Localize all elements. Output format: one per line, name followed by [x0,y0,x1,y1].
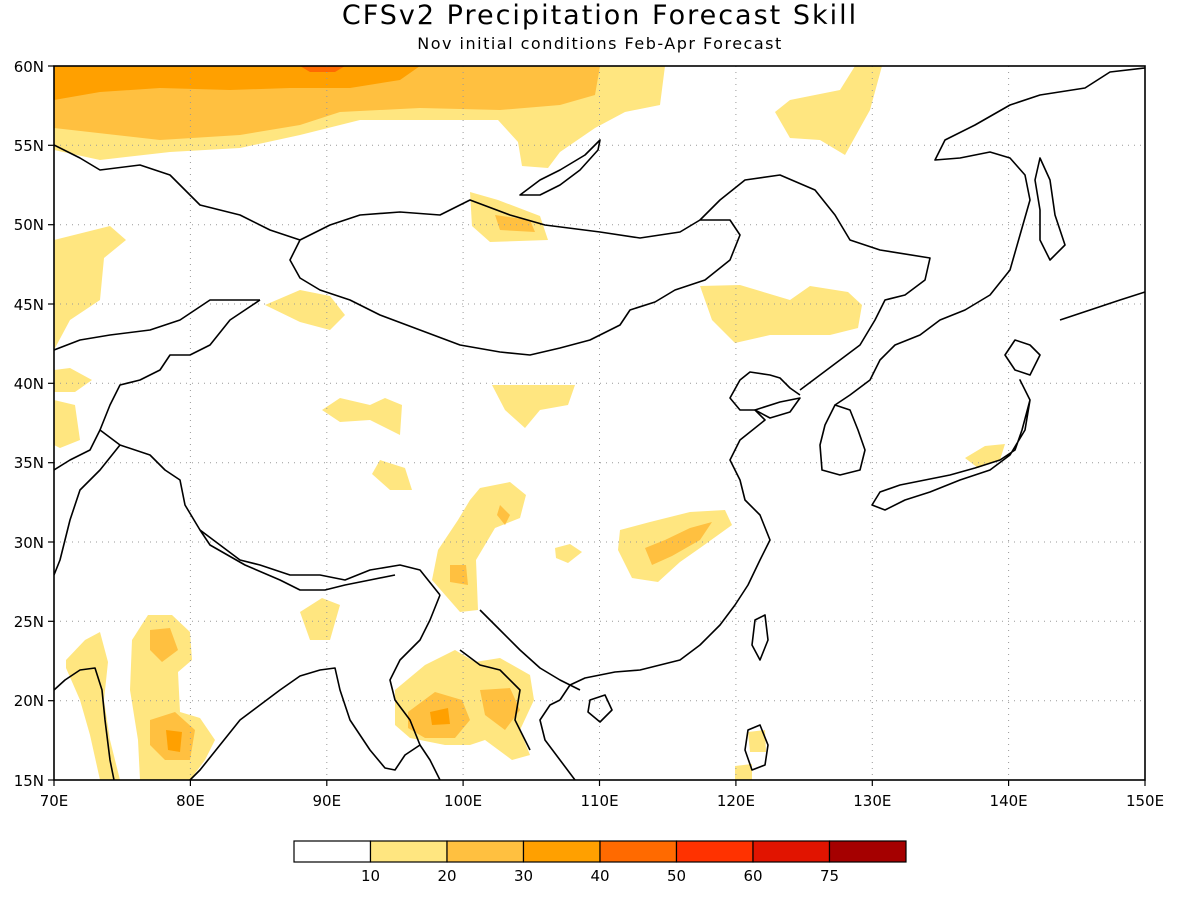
coast-korea [819,404,866,476]
skill-region-assam [300,598,340,640]
legend-label: 75 [820,867,839,885]
lat-label: 50N [14,216,44,234]
coast-japan [871,339,1041,511]
border-myanmar [389,594,441,746]
lat-label: 20N [14,692,44,710]
coast-india-west [54,667,115,780]
legend-swatch-2 [446,840,525,863]
lat-label: 55N [14,137,44,155]
border-china-mongolia [289,199,741,356]
lon-label: 100E [444,792,482,810]
lon-label: 110E [580,792,618,810]
skill-region-central-a [322,398,402,435]
border-kazakh-south [54,299,260,351]
skill-region-central-b [492,385,575,428]
skill-region-india-central-core [150,628,195,760]
legend-swatch-1 [369,840,448,863]
coast-northeast-asia [834,67,1145,406]
skill-region-india-peak [166,730,182,752]
coastlines [54,67,1145,780]
lat-label: 40N [14,375,44,393]
coast-shandong [754,397,801,419]
lat-labels: 60N 55N 50N 45N 40N 35N 30N 25N 20N 15N [14,58,44,790]
legend-swatch-5 [675,840,754,863]
legend-swatch-0 [293,840,372,863]
skill-region-luzon [735,730,766,780]
skill-region-hunan [555,544,582,563]
grid [54,66,1145,780]
coast-luzon [744,724,769,771]
skill-region-north-peak [300,66,345,72]
lon-label: 70E [40,792,69,810]
border-kazakh-russia [54,144,301,241]
skill-region-northeast [700,285,862,343]
legend-label: 40 [590,867,609,885]
skill-region-north-core [54,66,420,100]
lat-label: 15N [14,772,44,790]
map-subtitle: Nov initial conditions Feb-Apr Forecast [417,34,783,53]
legend-label: 60 [743,867,762,885]
border-himalaya [199,529,396,591]
legend-swatch-6 [752,840,831,863]
lon-label: 150E [1126,792,1164,810]
lon-label: 120E [717,792,755,810]
coast-taiwan [751,614,769,661]
lat-label: 60N [14,58,44,76]
border-india-north [54,429,121,576]
lon-label: 80E [176,792,205,810]
skill-region-yangtze-core [645,522,712,565]
legend-label: 30 [514,867,533,885]
lat-label: 30N [14,534,44,552]
legend-label: 20 [437,867,456,885]
skill-shading [54,66,1005,780]
lake-baikal [519,139,601,196]
legend-swatch-7 [828,840,907,863]
lon-label: 140E [990,792,1028,810]
coast-bay-of-bengal [189,667,441,780]
lon-label: 90E [313,792,342,810]
skill-region-sichuan-core [450,505,510,585]
skill-region-siberia [775,66,882,155]
skill-region-indochina-peak [430,708,450,725]
skill-region-xinjiang [265,290,345,330]
legend-swatch-3 [522,840,601,863]
border-china-russia-ne [699,174,931,391]
skill-region-qinghai [372,460,412,490]
skill-region-japan [965,444,1005,468]
legend-swatch-4 [599,840,678,863]
color-legend: 10 20 30 40 50 60 75 [293,840,907,885]
lon-label: 130E [853,792,891,810]
tick-marks [48,65,1146,786]
coast-china-east [559,371,801,701]
lat-label: 45N [14,296,44,314]
border-indochina [459,609,581,751]
legend-label: 10 [361,867,380,885]
skill-region-kazakh [54,226,126,350]
coast-indochina [539,699,576,780]
map-title: CFSv2 Precipitation Forecast Skill [341,0,859,31]
coast-hainan [587,694,613,723]
lon-labels: 70E 80E 90E 100E 110E 120E 130E 140E 150… [40,792,1164,810]
border-china-west [99,299,441,596]
skill-region-sichuan [432,482,526,612]
skill-region-india-east [54,368,92,448]
coast-kuril [1059,291,1145,321]
lat-label: 25N [14,613,44,631]
lat-label: 35N [14,454,44,472]
legend-label: 50 [667,867,686,885]
skill-region-mongolia-north-core [495,215,535,232]
skill-region-india-west [66,632,120,780]
coast-sakhalin [1034,157,1066,261]
